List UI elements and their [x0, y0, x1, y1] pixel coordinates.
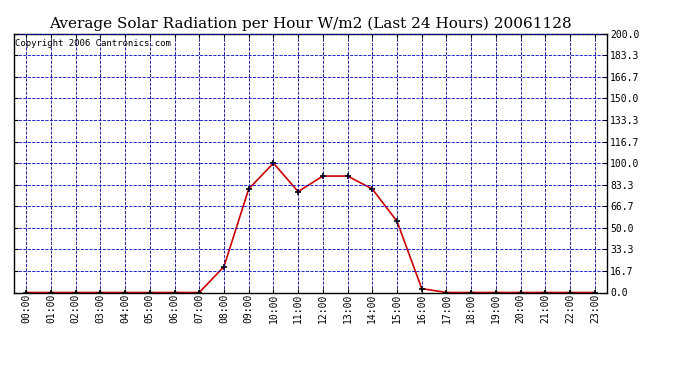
Title: Average Solar Radiation per Hour W/m2 (Last 24 Hours) 20061128: Average Solar Radiation per Hour W/m2 (L… [49, 17, 572, 31]
Text: Copyright 2006 Cantronics.com: Copyright 2006 Cantronics.com [15, 39, 171, 48]
